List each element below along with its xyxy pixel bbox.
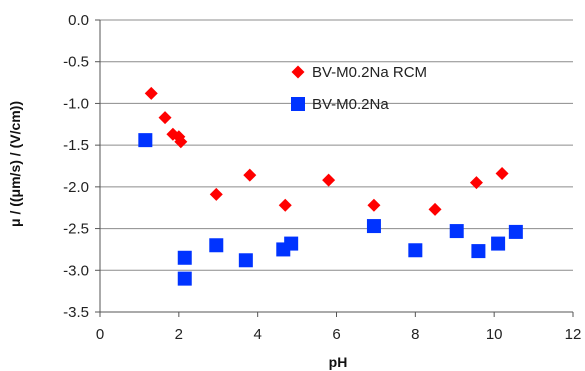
base-square-point (471, 244, 486, 259)
base-square-point (366, 219, 381, 234)
rcm-diamond-point (144, 86, 158, 100)
gridlines (100, 19, 573, 271)
axes (95, 19, 574, 317)
x-tick-label: 0 (96, 326, 104, 343)
y-tick-label: -1.0 (63, 95, 89, 112)
base-square-point (138, 133, 153, 148)
rcm-diamond-point (278, 198, 292, 212)
y-tick-label: -1.5 (63, 137, 89, 154)
base-square-point (177, 271, 192, 286)
x-tick-label: 8 (411, 326, 419, 343)
x-axis-title: pH (329, 354, 348, 370)
base-square-point (449, 224, 464, 239)
x-tick-labels: 0 2 4 6 8 10 12 (96, 326, 582, 343)
y-tick-label: -0.5 (63, 54, 89, 71)
base-square-point (209, 238, 224, 253)
y-tick-label: -3.5 (63, 304, 89, 321)
data-points (138, 86, 523, 286)
base-square-point (491, 236, 506, 251)
legend: BV-M0.2Na RCM BV-M0.2Na (291, 64, 427, 113)
base-square-point (284, 236, 299, 251)
x-tick-label: 4 (253, 326, 261, 343)
y-axis-title: μ / ((μm/s) / (V/cm)) (7, 101, 23, 227)
y-tick-label: -2.0 (63, 179, 89, 196)
legend-label: BV-M0.2Na (312, 96, 389, 113)
y-tick-label: 0.0 (68, 12, 89, 29)
base-square-point (408, 243, 423, 258)
base-square-point (177, 250, 192, 265)
rcm-diamond-point (243, 168, 257, 182)
legend-label: BV-M0.2Na RCM (312, 64, 427, 81)
series-rcm (144, 86, 509, 216)
legend-rcm-marker (291, 65, 305, 79)
x-tick-label: 2 (175, 326, 183, 343)
rcm-diamond-point (322, 173, 336, 187)
rcm-diamond-point (428, 202, 442, 216)
y-tick-label: -3.0 (63, 262, 89, 279)
rcm-diamond-point (495, 167, 509, 181)
series-base (138, 133, 523, 286)
y-tick-label: -2.5 (63, 221, 89, 238)
base-square-point (238, 253, 253, 268)
legend-base-marker (291, 97, 305, 111)
base-square-point (508, 224, 523, 239)
rcm-diamond-point (209, 187, 223, 201)
x-tick-label: 6 (332, 326, 340, 343)
rcm-diamond-point (469, 176, 483, 190)
x-tick-label: 12 (565, 326, 582, 343)
rcm-diamond-point (174, 135, 188, 149)
rcm-diamond-point (367, 198, 381, 212)
y-tick-labels: 0.0 -0.5 -1.0 -1.5 -2.0 -2.5 -3.0 -3.5 (63, 12, 89, 321)
x-tick-label: 10 (486, 326, 503, 343)
rcm-diamond-point (158, 111, 172, 125)
